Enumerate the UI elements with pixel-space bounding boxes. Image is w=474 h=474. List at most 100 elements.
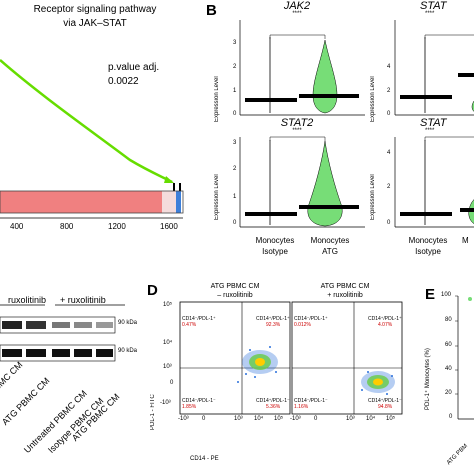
quadrant-value: 0.47%: [182, 322, 197, 328]
quadrant-value: 5.36%: [266, 404, 281, 410]
y-tick: 0: [449, 414, 453, 420]
plot-title: ATG PBMC CM: [320, 283, 370, 290]
violin-plot-stat-1: [394, 20, 474, 116]
x-tick: 10⁵: [386, 416, 396, 422]
median-bar-isotype: [400, 95, 452, 99]
enrichment-arrowhead: [164, 176, 174, 183]
group-label: Isotype: [262, 247, 288, 256]
rank-bar-transition: [162, 191, 176, 213]
group-label: Isotype: [415, 247, 441, 256]
blot-band: [26, 349, 46, 357]
y-tick: 4: [387, 64, 391, 70]
bar-plot-e: [455, 295, 474, 420]
y-axis-label: PDL-1⁺ Monocytes (%): [425, 348, 431, 410]
group-label: Monocytes: [310, 236, 350, 245]
rank-bar-frame: [0, 190, 184, 214]
enrichment-plot: [0, 59, 184, 219]
quadrant-value: 4.07%: [378, 322, 393, 328]
y-tick: 100: [441, 292, 452, 298]
quadrant-value: 94.8%: [378, 404, 393, 410]
y-tick: 0: [233, 111, 237, 117]
y-tick: 80: [445, 317, 452, 323]
group-label: M: [462, 236, 469, 245]
x-tick: 10³: [234, 416, 243, 422]
y-tick: 10⁵: [163, 302, 173, 308]
flow-plot-plus-rux: [291, 301, 403, 415]
blot-band: [2, 349, 22, 357]
y-tick: 2: [233, 64, 237, 70]
x-tick: 400: [10, 222, 24, 231]
violin-plot-jak2: [239, 20, 365, 116]
blot-band: [74, 322, 92, 328]
median-bar-isotype: [400, 212, 452, 216]
quadrant-label: CD14⁺/PDL-1⁻: [256, 398, 290, 404]
plot-title: – ruxolitinib: [217, 292, 253, 299]
violin-atg: [307, 140, 343, 227]
x-tick: 0: [314, 416, 318, 422]
y-tick: 0: [170, 380, 174, 386]
rank-bar-main: [0, 191, 162, 213]
panel-letter-b: B: [206, 2, 217, 19]
y-tick: 10³: [163, 364, 172, 370]
significance-label: ****: [425, 11, 435, 17]
quadrant-value: 1.16%: [294, 404, 309, 410]
y-tick: 4: [387, 150, 391, 156]
y-axis-label: Expression Level: [370, 174, 376, 220]
y-tick: 0: [233, 220, 237, 226]
quadrant-label: CD14⁺/PDL-1⁻: [368, 398, 402, 404]
y-tick: 40: [445, 366, 452, 372]
y-tick: 0: [387, 220, 391, 226]
significance-label: ****: [425, 128, 435, 134]
panel-a-title-line1: Receptor signaling pathway: [33, 4, 157, 15]
y-axis-label: Expression Level: [214, 174, 220, 220]
quadrant-label: CD14⁻/PDL-1⁺: [294, 316, 328, 322]
median-bar-atg: [458, 73, 474, 77]
y-tick: 60: [445, 342, 452, 348]
y-tick: -10³: [160, 400, 171, 406]
violin-plot-stat-2: [394, 136, 474, 228]
median-bar-isotype: [245, 98, 297, 102]
group-label: Monocytes: [408, 236, 448, 245]
x-tick: 0: [202, 416, 206, 422]
header-minus-rux: ruxolitinib: [8, 295, 47, 305]
quadrant-value: 1.85%: [182, 404, 197, 410]
median-bar-atg: [299, 205, 359, 209]
x-tick: ATG PBM: [446, 443, 470, 467]
blot-band: [96, 322, 113, 328]
x-tick: -10³: [178, 416, 189, 422]
cell-population: [373, 378, 383, 386]
y-tick: 1: [233, 88, 237, 94]
blot-band: [52, 349, 70, 357]
y-tick: 1: [233, 194, 237, 200]
quadrant-label: CD14⁺/PDL-1⁺: [256, 316, 290, 322]
significance-label: ****: [292, 11, 302, 17]
flow-x-label: CD14 - PE: [190, 456, 219, 462]
group-label: Monocytes: [255, 236, 295, 245]
flow-y-label: PDL-1 - FITC: [150, 394, 156, 430]
panel-a-title-line2: via JAK–STAT: [63, 18, 127, 29]
enrichment-curve: [0, 59, 173, 184]
significance-label: ****: [292, 128, 302, 134]
violin-plot-stat2: [239, 136, 365, 228]
blot-band: [96, 349, 113, 357]
kda-label: 90 kDa: [118, 320, 138, 326]
y-tick: 20: [445, 390, 452, 396]
blot-band: [74, 349, 92, 357]
x-tick: 1200: [108, 222, 126, 231]
x-tick: -10³: [290, 416, 301, 422]
y-tick: 0: [387, 111, 391, 117]
rank-bar-end: [176, 191, 181, 213]
panel-letter-d: D: [147, 282, 158, 299]
quadrant-value: 92.3%: [266, 322, 281, 328]
cell-population: [255, 358, 265, 366]
x-tick: 10³: [346, 416, 355, 422]
median-bar-atg: [460, 208, 474, 212]
gene-title: STAT: [420, 117, 447, 129]
y-tick: 3: [233, 140, 237, 146]
x-tick: 10⁵: [274, 416, 284, 422]
kda-label: 90 kDa: [118, 348, 138, 354]
median-bar-atg: [299, 94, 359, 98]
x-tick: 1600: [160, 222, 178, 231]
plot-title: ATG PBMC CM: [210, 283, 260, 290]
western-blot: [0, 304, 125, 362]
